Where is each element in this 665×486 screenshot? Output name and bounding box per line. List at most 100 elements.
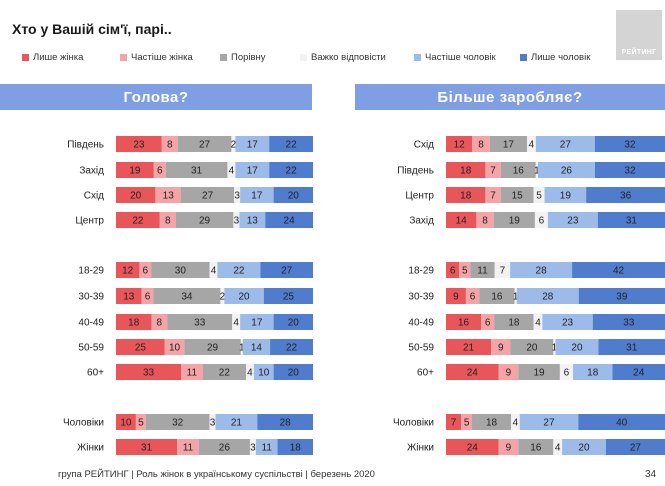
bar-value-label: 26 bbox=[219, 443, 231, 454]
bar-segment bbox=[446, 288, 466, 304]
bar-value-label: 16 bbox=[530, 443, 542, 454]
legend-label-hard-to-say: Важко відповісти bbox=[311, 52, 386, 63]
bar-value-label: 4 bbox=[529, 140, 535, 151]
bar-segment bbox=[116, 439, 178, 455]
legend-item-more-man: Частіше чоловік bbox=[414, 52, 496, 63]
bar-value-label: 4 bbox=[513, 418, 519, 429]
bar-segment bbox=[116, 136, 162, 152]
bar-value-label: 1 bbox=[239, 343, 245, 354]
bar-segment bbox=[461, 414, 473, 430]
legend-swatch-more-man bbox=[414, 54, 421, 61]
bar-value-label: 24 bbox=[467, 368, 479, 379]
bar-segment bbox=[481, 314, 495, 330]
bar-segment bbox=[231, 136, 236, 152]
legend-item-only-woman: Лише жінка bbox=[22, 52, 83, 63]
row-label: 60+ bbox=[417, 368, 434, 379]
bar-segment bbox=[273, 364, 313, 380]
bar-value-label: 9 bbox=[498, 343, 504, 354]
bar-segment bbox=[246, 364, 254, 380]
bar-segment bbox=[235, 136, 270, 152]
bar-value-label: 17 bbox=[247, 140, 259, 151]
bar-value-label: 13 bbox=[247, 216, 259, 227]
bar-segment bbox=[527, 136, 536, 152]
bar-value-label: 24 bbox=[284, 216, 296, 227]
bar-segment bbox=[572, 262, 665, 278]
bar-value-label: 15 bbox=[512, 191, 524, 202]
bar-value-label: 17 bbox=[251, 191, 263, 202]
bar-value-label: 28 bbox=[280, 418, 292, 429]
row-label: 30-39 bbox=[78, 292, 104, 303]
bar-value-label: 14 bbox=[456, 216, 468, 227]
bar-segment bbox=[224, 288, 264, 304]
bar-value-label: 17 bbox=[503, 140, 515, 151]
bar-value-label: 6 bbox=[539, 216, 545, 227]
bar-value-label: 7 bbox=[490, 191, 496, 202]
bar-segment bbox=[240, 339, 243, 355]
bar-value-label: 13 bbox=[163, 191, 175, 202]
bar-value-label: 20 bbox=[526, 343, 538, 354]
bar-segment bbox=[555, 339, 599, 355]
bar-value-label: 16 bbox=[491, 292, 503, 303]
bar-segment bbox=[240, 314, 274, 330]
bar-value-label: 20 bbox=[578, 443, 590, 454]
legend-swatch-hard-to-say bbox=[300, 54, 307, 61]
bar-value-label: 7 bbox=[490, 166, 496, 177]
bar-value-label: 8 bbox=[165, 216, 171, 227]
bar-value-label: 20 bbox=[571, 343, 583, 354]
bar-value-label: 1 bbox=[513, 292, 519, 303]
bar-segment bbox=[446, 262, 460, 278]
bar-value-label: 18 bbox=[460, 166, 472, 177]
bar-segment bbox=[498, 364, 519, 380]
bar-value-label: 2 bbox=[220, 292, 226, 303]
row-label: 40-49 bbox=[78, 318, 104, 329]
bar-value-label: 4 bbox=[535, 318, 541, 329]
bar-value-label: 10 bbox=[169, 343, 181, 354]
bar-segment bbox=[177, 136, 232, 152]
legend-label-only-woman: Лише жінка bbox=[33, 52, 84, 63]
bar-value-label: 27 bbox=[199, 140, 211, 151]
bar-segment bbox=[446, 162, 486, 178]
bar-value-label: 12 bbox=[122, 266, 134, 277]
bar-segment bbox=[533, 187, 545, 203]
bar-segment bbox=[235, 162, 270, 178]
panel-header-head: Голова? bbox=[0, 84, 312, 110]
bar-value-label: 20 bbox=[288, 318, 300, 329]
bar-segment bbox=[202, 364, 247, 380]
legend-swatch-equally bbox=[220, 54, 227, 61]
bar-segment bbox=[139, 262, 152, 278]
bar-segment bbox=[578, 414, 665, 430]
bar-segment bbox=[233, 212, 240, 228]
bar-value-label: 22 bbox=[286, 140, 298, 151]
bar-value-label: 18 bbox=[128, 318, 140, 329]
bar-value-label: 4 bbox=[247, 368, 253, 379]
bar-segment bbox=[510, 262, 573, 278]
bar-value-label: 1 bbox=[534, 166, 540, 177]
bar-segment bbox=[184, 339, 241, 355]
bar-segment bbox=[586, 187, 665, 203]
bar-value-label: 5 bbox=[462, 266, 468, 277]
bar-segment bbox=[544, 187, 587, 203]
bar-value-label: 23 bbox=[562, 318, 574, 329]
bar-value-label: 6 bbox=[485, 318, 491, 329]
bar-segment bbox=[485, 162, 501, 178]
row-label: 18-29 bbox=[408, 266, 434, 277]
bar-segment bbox=[177, 439, 199, 455]
bar-value-label: 21 bbox=[231, 418, 243, 429]
bar-segment bbox=[547, 212, 598, 228]
bar-value-label: 14 bbox=[251, 343, 263, 354]
row-label: 18-29 bbox=[78, 266, 104, 277]
bar-value-label: 6 bbox=[157, 166, 163, 177]
bar-segment bbox=[519, 414, 579, 430]
bar-value-label: 34 bbox=[181, 292, 193, 303]
bar-segment bbox=[446, 187, 486, 203]
bar-value-label: 6 bbox=[470, 292, 476, 303]
bar-segment bbox=[479, 288, 515, 304]
bar-segment bbox=[116, 414, 136, 430]
row-label: 60+ bbox=[87, 368, 104, 379]
bar-value-label: 19 bbox=[560, 191, 572, 202]
bar-value-label: 25 bbox=[135, 343, 147, 354]
panel-title-head: Голова? bbox=[123, 88, 189, 106]
bar-segment bbox=[537, 162, 595, 178]
bar-value-label: 29 bbox=[207, 343, 219, 354]
bar-value-label: 3 bbox=[234, 191, 240, 202]
